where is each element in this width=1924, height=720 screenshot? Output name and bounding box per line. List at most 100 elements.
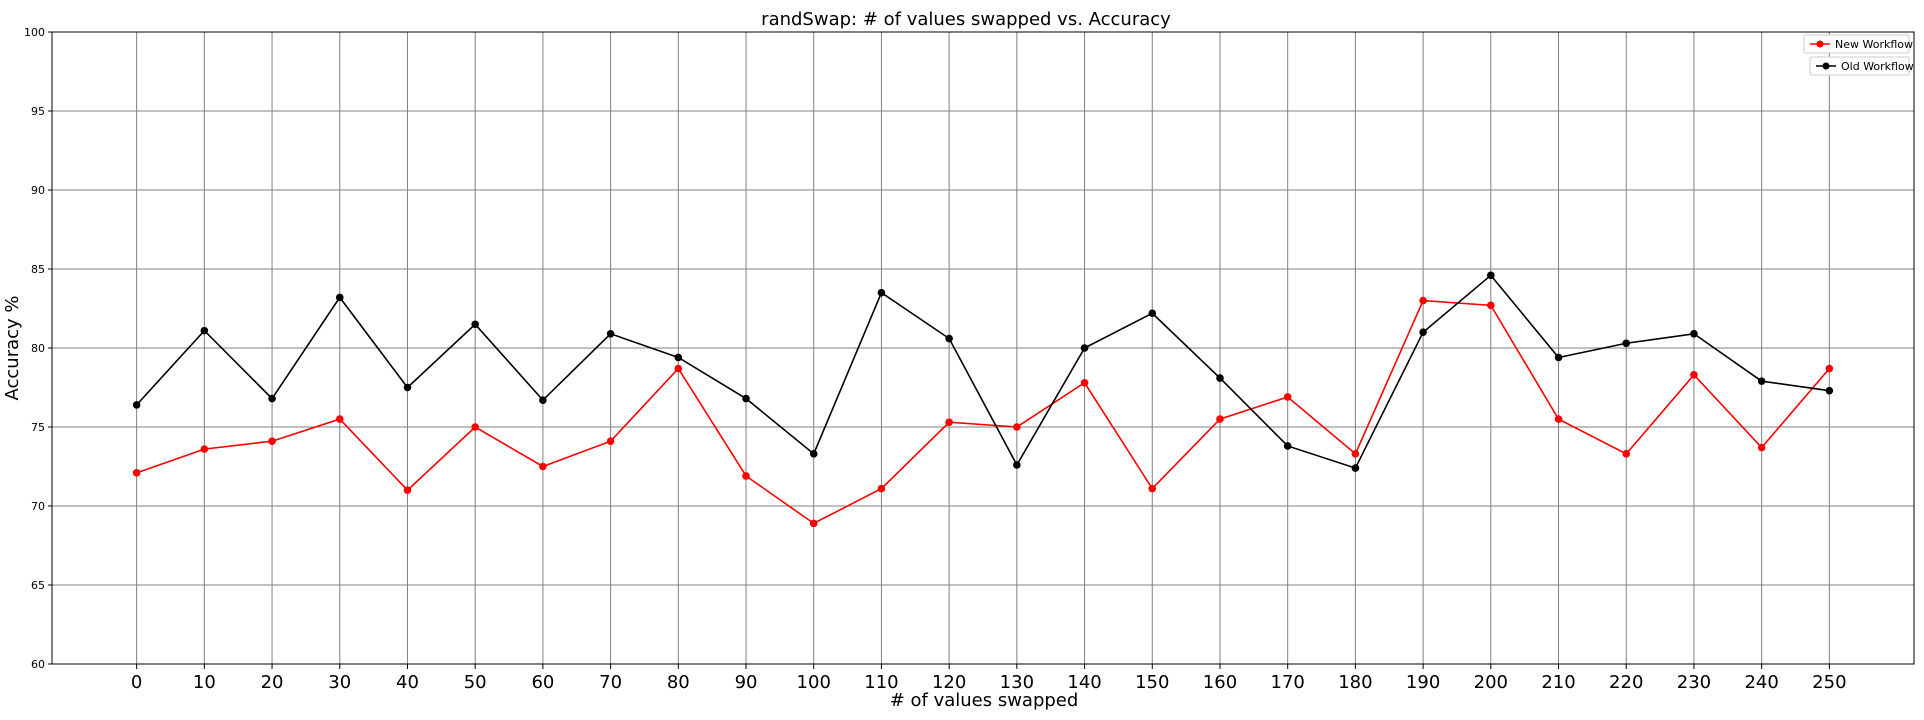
legend-swatch-marker	[1822, 62, 1830, 70]
y-tick-label: 95	[31, 105, 45, 118]
data-point	[335, 293, 344, 302]
x-tick-label: 20	[261, 672, 284, 693]
x-tick-label: 220	[1609, 672, 1643, 693]
legend-label: Old Workflow	[1841, 60, 1914, 73]
data-point	[1283, 393, 1292, 401]
x-tick-label: 50	[464, 672, 487, 693]
data-point	[1216, 415, 1224, 423]
data-point	[1487, 301, 1495, 310]
data-point	[1080, 344, 1089, 352]
x-tick-label: 120	[932, 672, 966, 693]
data-point	[1419, 328, 1427, 337]
data-point	[1554, 415, 1563, 423]
y-tick-label: 70	[31, 500, 45, 513]
data-point	[471, 320, 479, 329]
data-point	[403, 383, 412, 392]
series-layer	[132, 271, 1834, 528]
legend-entry: Old Workflow	[1809, 56, 1914, 76]
y-tick-label: 85	[31, 263, 45, 276]
y-axis-label: Accuracy %	[2, 295, 23, 400]
data-point	[200, 326, 209, 335]
data-point	[1690, 329, 1698, 338]
grid	[52, 31, 1914, 665]
data-point	[1622, 450, 1631, 458]
data-point	[809, 450, 818, 458]
data-point	[1148, 309, 1157, 318]
data-point	[268, 394, 276, 403]
data-point	[945, 334, 953, 343]
data-point	[1013, 461, 1021, 469]
series-line	[136, 274, 1830, 470]
x-tick-label: 180	[1338, 672, 1372, 693]
x-tick-label: 100	[797, 672, 831, 693]
x-axis-label: # of values swapped	[890, 690, 1079, 711]
data-point	[1419, 296, 1427, 305]
x-tick-label: 10	[193, 672, 216, 693]
x-tick-label: 190	[1406, 672, 1440, 693]
data-point	[1216, 374, 1224, 382]
data-point	[742, 394, 750, 403]
y-tick-label: 75	[31, 421, 45, 434]
data-point	[539, 462, 547, 471]
chart-title: randSwap: # of values swapped vs. Accura…	[761, 9, 1171, 30]
x-tick-label: 170	[1271, 672, 1305, 693]
x-tick-label: 30	[328, 672, 351, 693]
data-point	[877, 484, 886, 493]
data-point	[1622, 339, 1631, 348]
x-tick-label: 210	[1541, 672, 1575, 693]
x-tick-label: 80	[667, 672, 690, 693]
data-point	[1487, 271, 1495, 280]
data-point	[945, 418, 953, 427]
data-point	[268, 437, 276, 446]
data-point	[539, 396, 547, 404]
y-tick-label: 80	[31, 342, 45, 355]
data-point	[1351, 464, 1360, 472]
x-tick-label: 40	[396, 672, 419, 693]
series-0	[132, 296, 1834, 528]
data-point	[403, 486, 412, 495]
x-tick-label: 130	[1000, 672, 1034, 693]
data-point	[1080, 378, 1089, 387]
x-tick-label: 110	[864, 672, 898, 693]
data-point	[606, 437, 615, 446]
x-tick-label: 70	[599, 672, 622, 693]
legend-box	[1803, 34, 1910, 54]
legend-swatch-marker	[1816, 40, 1824, 48]
x-tick-label: 160	[1203, 672, 1237, 693]
y-tick-label: 90	[31, 184, 45, 197]
data-point	[606, 329, 615, 338]
data-point	[1148, 484, 1157, 493]
legend-entry: New Workflow	[1803, 34, 1913, 54]
y-axis-ticks: 60 65 70 75 80 85 90 95 100	[24, 26, 52, 671]
x-tick-label: 250	[1812, 672, 1846, 693]
data-point	[335, 415, 344, 423]
data-point	[1013, 423, 1021, 431]
data-point	[809, 519, 818, 528]
data-point	[1554, 353, 1563, 362]
data-point	[1283, 442, 1292, 450]
x-tick-label: 90	[735, 672, 758, 693]
data-point	[471, 423, 479, 431]
series-line	[136, 299, 1830, 525]
data-point	[742, 472, 750, 480]
x-tick-label: 0	[131, 672, 142, 693]
data-point	[132, 401, 141, 409]
data-point	[877, 288, 886, 297]
y-tick-label: 65	[31, 579, 45, 592]
data-point	[1825, 364, 1834, 373]
data-point	[674, 353, 683, 362]
legend-box	[1809, 56, 1910, 76]
data-point	[1825, 386, 1834, 395]
data-point	[200, 445, 209, 453]
x-tick-label: 60	[531, 672, 554, 693]
x-tick-label: 140	[1067, 672, 1101, 693]
legend: New Workflow Old Workflow	[1803, 34, 1914, 76]
data-point	[132, 469, 141, 477]
data-point	[1690, 371, 1698, 379]
y-tick-label: 60	[31, 658, 45, 671]
y-tick-label: 100	[24, 26, 45, 39]
data-point	[1757, 377, 1766, 385]
legend-label: New Workflow	[1835, 38, 1913, 51]
x-tick-label: 200	[1474, 672, 1508, 693]
